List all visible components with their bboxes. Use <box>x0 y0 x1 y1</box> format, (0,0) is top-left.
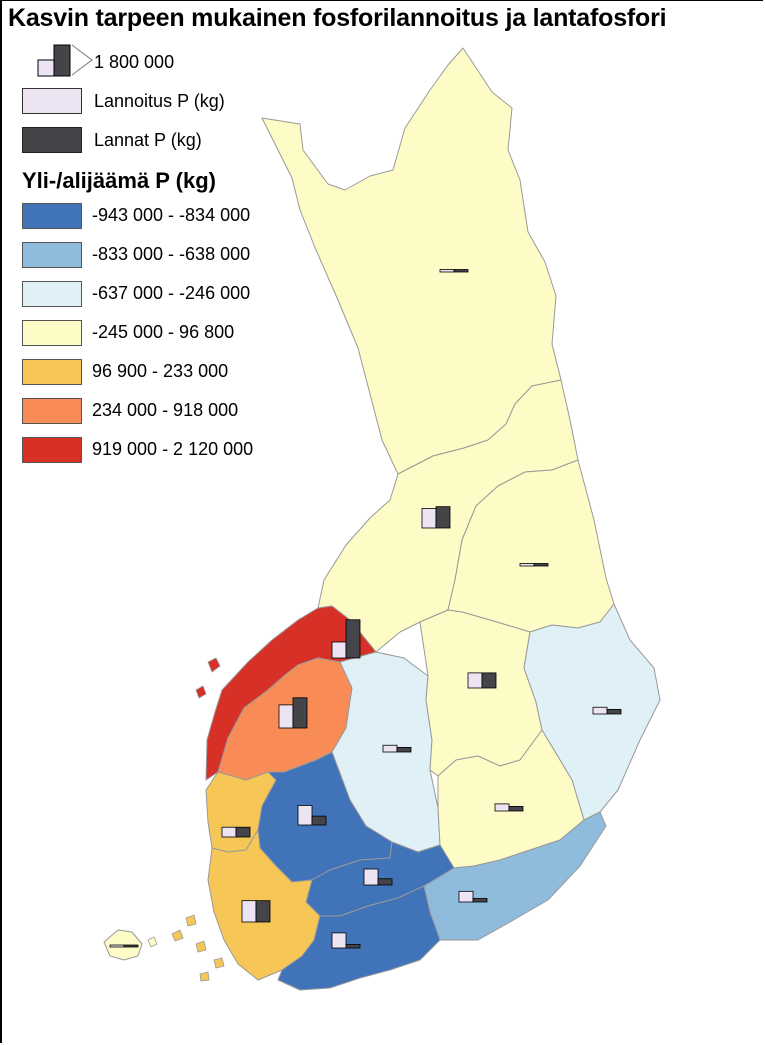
legend-scale-manure-bar <box>53 44 71 77</box>
islet <box>147 936 158 948</box>
manure-bar-keski-suomi <box>396 746 412 753</box>
fertilizer-bar-varsinais-suomi <box>241 900 257 923</box>
legend-scale-label: 1 800 000 <box>94 52 175 72</box>
manure-bar-satakunta <box>235 826 251 838</box>
manure-bar-pohjanmaa <box>345 619 361 659</box>
legend-fertilizer-swatch <box>22 88 82 114</box>
legend-class-label: 919 000 - 2 120 000 <box>92 439 254 459</box>
fertilizer-bar-kainuu <box>519 563 535 567</box>
fertilizer-bar-etela-pohjanmaa <box>278 704 294 729</box>
manure-bar-pohjois-pohjanmaa <box>435 506 451 529</box>
legend-class-label: 234 000 - 918 000 <box>92 400 239 420</box>
islet <box>213 957 225 969</box>
map-title: Kasvin tarpeen mukainen fosforilannoitus… <box>8 4 667 32</box>
fertilizer-bar-satakunta <box>221 826 237 838</box>
fertilizer-bar-pohjois-pohjanmaa <box>421 508 437 529</box>
legend-manure-swatch <box>22 127 82 153</box>
fertilizer-bar-kymenlaakso <box>458 890 474 903</box>
region-lappi[interactable] <box>261 47 562 475</box>
legend-class-swatch <box>22 320 82 346</box>
legend-class-swatch <box>22 203 82 229</box>
fertilizer-bar-kanta-hame <box>363 868 379 886</box>
manure-bar-kymenlaakso <box>472 898 488 903</box>
islet <box>185 914 197 927</box>
fertilizer-bar-pohjois-karjala <box>592 706 608 715</box>
fertilizer-bar-etela-savo <box>494 803 510 812</box>
legend-class-swatch <box>22 359 82 385</box>
manure-bar-etela-savo <box>508 805 524 812</box>
legend-fertilizer-label: Lannoitus P (kg) <box>94 91 225 111</box>
manure-bar-pirkanmaa <box>311 815 327 826</box>
legend-class-label: -245 000 - 96 800 <box>92 322 235 342</box>
manure-bar-kanta-hame <box>377 878 393 886</box>
fertilizer-bar-ahvenanmaa <box>109 944 125 948</box>
region-pohjois-karjala[interactable] <box>523 603 661 821</box>
region-uusimaa[interactable] <box>277 885 441 991</box>
legend-scale-symbol <box>37 44 93 77</box>
islet <box>171 929 184 942</box>
legend-manure-label: Lannat P (kg) <box>94 130 202 150</box>
manure-bar-varsinais-suomi <box>255 900 271 923</box>
legend-scale-pointer <box>71 44 93 76</box>
fertilizer-bar-pohjanmaa <box>331 641 347 659</box>
legend-class-label: -943 000 - -834 000 <box>92 205 251 225</box>
legend-class-label: 96 900 - 233 000 <box>92 361 229 381</box>
legend-class-swatch <box>22 281 82 307</box>
islet <box>195 940 207 953</box>
legend-class-swatch <box>22 398 82 424</box>
fertilizer-bar-pohjois-savo <box>467 672 483 689</box>
manure-bar-pohjois-savo <box>481 672 497 689</box>
legend-class-swatch <box>22 437 82 463</box>
manure-bar-kainuu <box>533 563 549 567</box>
legend-class-swatch <box>22 242 82 268</box>
manure-bar-pohjois-karjala <box>606 708 622 715</box>
legend-class-label: -833 000 - -638 000 <box>92 244 251 264</box>
fertilizer-bar-lappi <box>439 269 455 273</box>
region-pohjois-savo[interactable] <box>419 609 543 777</box>
legend-class-label: -637 000 - -246 000 <box>92 283 251 303</box>
manure-bar-ahvenanmaa <box>123 944 139 948</box>
fertilizer-bar-uusimaa <box>331 932 347 949</box>
islet <box>195 685 207 699</box>
islet <box>207 657 221 673</box>
islet <box>199 971 210 982</box>
fertilizer-bar-pirkanmaa <box>297 805 313 826</box>
manure-bar-uusimaa <box>345 944 361 949</box>
manure-bar-etela-pohjanmaa <box>292 697 308 729</box>
manure-bar-lappi <box>453 269 469 273</box>
legend-class-title: Yli-/alijäämä P (kg) <box>22 168 217 193</box>
fertilizer-bar-keski-suomi <box>382 744 398 753</box>
